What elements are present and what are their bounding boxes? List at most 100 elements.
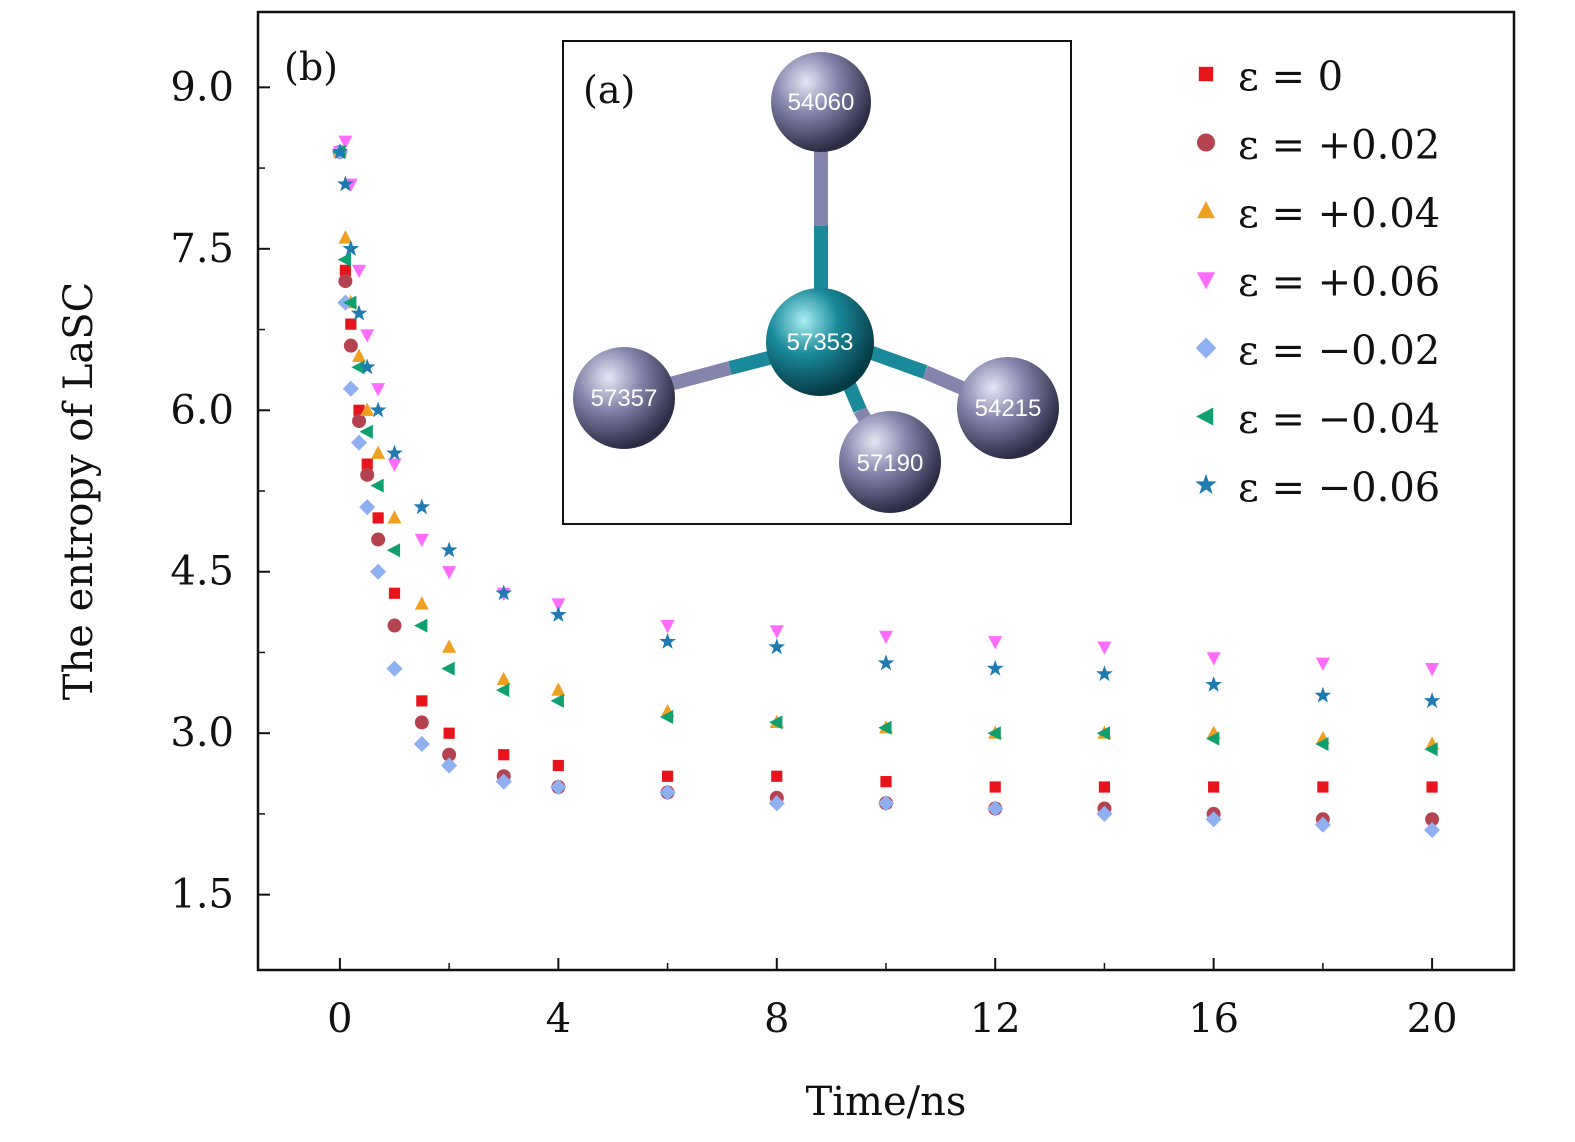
data-point xyxy=(342,240,360,256)
y-tick-label: 4.5 xyxy=(170,549,234,595)
legend-label: ε = 0 xyxy=(1238,54,1343,100)
data-point xyxy=(659,784,676,801)
data-point xyxy=(1425,663,1440,677)
y-tick-label: 7.5 xyxy=(170,226,234,272)
data-point xyxy=(878,795,894,812)
data-point xyxy=(338,274,353,289)
data-point xyxy=(442,747,457,762)
x-tick-label: 8 xyxy=(764,996,789,1042)
data-point xyxy=(345,318,357,330)
data-point xyxy=(879,630,893,644)
data-point xyxy=(386,444,403,461)
data-point xyxy=(496,683,510,698)
atom-57190 xyxy=(839,411,941,513)
data-point xyxy=(1424,822,1441,839)
data-point xyxy=(551,598,566,612)
x-tick-label: 16 xyxy=(1188,996,1239,1042)
data-point xyxy=(661,770,674,782)
data-point xyxy=(359,424,373,439)
legend-marker xyxy=(1197,133,1215,152)
data-point xyxy=(1315,737,1329,751)
data-point xyxy=(372,512,384,524)
data-point xyxy=(1098,781,1111,793)
data-point xyxy=(550,693,564,708)
legend-marker xyxy=(1197,201,1215,219)
x-tick-label: 12 xyxy=(970,996,1021,1042)
data-point xyxy=(551,682,566,696)
data-point xyxy=(371,383,386,397)
data-point xyxy=(498,749,510,761)
data-point xyxy=(331,143,349,159)
data-point xyxy=(338,135,353,149)
legend-marker xyxy=(1197,272,1215,290)
legend-label: ε = +0.06 xyxy=(1238,260,1440,306)
panel-label-a: (a) xyxy=(583,68,635,112)
data-point xyxy=(986,659,1004,676)
legend-label: ε = +0.04 xyxy=(1238,191,1440,237)
data-point xyxy=(352,414,367,429)
data-point xyxy=(339,264,351,276)
data-point xyxy=(361,458,373,470)
legend-label: ε = −0.02 xyxy=(1238,328,1440,374)
legend-marker xyxy=(1195,473,1217,495)
data-point xyxy=(371,445,386,459)
atom-label-54215: 54215 xyxy=(975,395,1042,422)
data-point xyxy=(351,434,368,451)
data-point xyxy=(1096,726,1110,741)
data-point xyxy=(771,770,783,782)
data-point xyxy=(386,543,401,558)
atom-57357 xyxy=(573,347,675,449)
atom-54060 xyxy=(771,52,871,152)
data-point xyxy=(1206,731,1220,746)
data-point xyxy=(416,695,428,707)
data-point xyxy=(370,563,387,580)
data-point xyxy=(878,720,892,735)
y-axis-ticks: 1.5 3.0 4.5 6.0 7.5 9.0 xyxy=(170,64,270,918)
x-tick-label: 20 xyxy=(1407,996,1458,1042)
panel-label-b: (b) xyxy=(284,45,338,89)
data-point xyxy=(550,606,567,622)
data-point xyxy=(660,620,675,634)
y-tick-label: 9.0 xyxy=(170,64,234,110)
data-point xyxy=(352,264,366,278)
data-point xyxy=(989,781,1001,793)
data-point xyxy=(1317,781,1329,793)
x-tick-label: 4 xyxy=(546,996,571,1042)
data-point xyxy=(352,348,366,362)
data-point xyxy=(343,338,358,353)
legend-label: ε = +0.02 xyxy=(1238,123,1440,169)
y-axis-title: The entropy of LaSC xyxy=(56,282,102,700)
data-point xyxy=(659,710,674,724)
data-point xyxy=(1314,816,1331,833)
data-point xyxy=(1205,676,1222,692)
data-point xyxy=(360,329,375,343)
data-point xyxy=(414,618,428,633)
data-point xyxy=(1205,811,1222,828)
data-point xyxy=(360,467,375,482)
data-point xyxy=(414,596,429,610)
data-point xyxy=(768,638,786,655)
data-point xyxy=(1206,652,1221,666)
data-point xyxy=(988,636,1003,650)
data-point xyxy=(387,458,402,472)
data-point xyxy=(387,618,402,633)
data-point xyxy=(659,632,676,649)
data-point xyxy=(337,252,351,267)
data-point xyxy=(768,795,785,812)
data-point xyxy=(1096,805,1113,822)
data-point xyxy=(1314,686,1332,703)
data-point xyxy=(359,499,376,516)
atom-label-57357: 57357 xyxy=(591,385,658,412)
data-point xyxy=(371,532,386,547)
y-tick-label: 6.0 xyxy=(170,387,234,433)
atom-label-54060: 54060 xyxy=(788,89,855,116)
data-point xyxy=(387,510,402,524)
data-point xyxy=(353,404,365,416)
scatter-points xyxy=(331,135,1441,839)
data-point xyxy=(343,295,357,310)
data-point xyxy=(413,735,430,752)
data-point xyxy=(442,639,457,653)
y-tick-label: 1.5 xyxy=(170,872,234,918)
data-point xyxy=(1425,812,1440,827)
inset-molecule: (a) 54060 57357 54215 57190 57353 xyxy=(562,40,1072,525)
